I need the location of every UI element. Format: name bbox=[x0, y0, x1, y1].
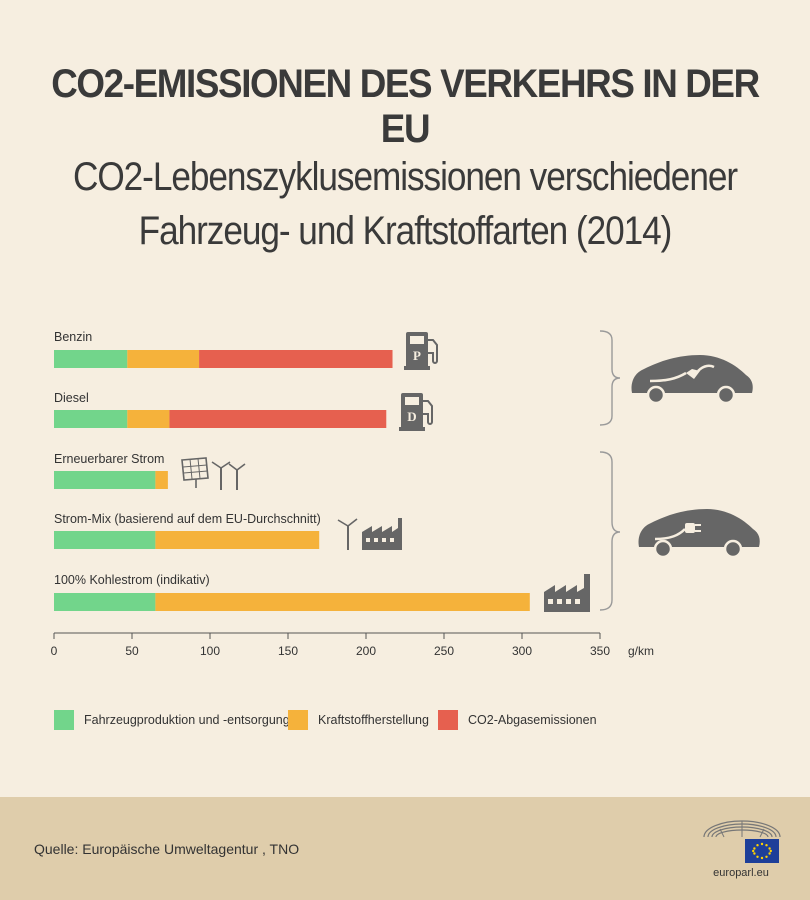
brace-fuel-cars bbox=[599, 330, 621, 426]
x-tick-label: 250 bbox=[434, 644, 454, 658]
petrol-pump-icon: P bbox=[404, 332, 438, 370]
legend-item-production: Fahrzeugproduktion und -entsorgung bbox=[54, 710, 290, 730]
x-tick-label: 350 bbox=[590, 644, 610, 658]
factory-icon bbox=[362, 518, 402, 550]
wind-turbine-icon bbox=[211, 461, 231, 490]
bar-segment-fuel bbox=[155, 471, 168, 489]
wind-turbine-icon bbox=[337, 518, 358, 550]
bar-segment-production bbox=[54, 410, 128, 428]
europarl-logo[interactable]: europarl.eu bbox=[700, 815, 782, 885]
bar-segment-fuel bbox=[155, 531, 320, 549]
legend-label: Fahrzeugproduktion und -entsorgung bbox=[84, 713, 290, 727]
category-label: Erneuerbarer Strom bbox=[54, 452, 164, 466]
legend-swatch bbox=[438, 710, 458, 730]
stacked-bar-chart: Benzin Diesel Erneuerbarer Strom Strom-Mix … bbox=[51, 330, 760, 658]
bar-segment-production bbox=[54, 350, 128, 368]
factory-icon bbox=[544, 574, 590, 612]
bar-segment-fuel bbox=[127, 410, 170, 428]
subtitle-line-2: Fahrzeug- und Kraftstoffarten (2014) bbox=[138, 209, 673, 253]
legend-label: CO2-Abgasemissionen bbox=[468, 713, 597, 727]
legend-item-exhaust: CO2-Abgasemissionen bbox=[438, 710, 597, 730]
pump-label-d: D bbox=[407, 409, 416, 424]
category-label: Diesel bbox=[54, 391, 89, 405]
bar-segment-exhaust bbox=[169, 410, 387, 428]
wind-turbine-icon bbox=[228, 463, 246, 490]
logo-text: europarl.eu bbox=[713, 867, 769, 879]
bar-segment-production bbox=[54, 471, 156, 489]
category-label: Strom-Mix (basierend auf dem EU-Durchsch… bbox=[54, 512, 321, 526]
chart-subtitle: CO2-Lebenszyklusemissionen verschiedener… bbox=[49, 150, 762, 258]
footer: Quelle: Europäische Umweltagentur , TNO … bbox=[0, 797, 810, 900]
chart-legend: Fahrzeugproduktion und -entsorgung Kraft… bbox=[54, 710, 774, 732]
brace-electric-cars bbox=[599, 451, 621, 611]
category-label: Benzin bbox=[54, 330, 92, 344]
subtitle-line-1: CO2-Lebenszyklusemissionen verschiedener bbox=[72, 155, 738, 199]
bar-segment-production bbox=[54, 593, 156, 611]
bar-segment-fuel bbox=[155, 593, 530, 611]
x-tick-label: 300 bbox=[512, 644, 532, 658]
solar-panel-icon bbox=[181, 457, 209, 488]
legend-label: Kraftstoffherstellung bbox=[318, 713, 429, 727]
bar-segment-fuel bbox=[127, 350, 200, 368]
source-text: Quelle: Europäische Umweltagentur , TNO bbox=[34, 841, 300, 857]
legend-swatch bbox=[54, 710, 74, 730]
x-tick-label: 50 bbox=[125, 644, 139, 658]
x-tick-label: 200 bbox=[356, 644, 376, 658]
x-tick-label: 0 bbox=[51, 644, 58, 658]
bar-segment-exhaust bbox=[199, 350, 393, 368]
legend-item-fuel: Kraftstoffherstellung bbox=[288, 710, 429, 730]
bar-segment-production bbox=[54, 531, 156, 549]
parliament-hemicycle-icon bbox=[703, 820, 781, 863]
x-axis-unit: g/km bbox=[628, 644, 654, 658]
pump-label-p: P bbox=[413, 348, 421, 363]
diesel-pump-icon: D bbox=[399, 393, 433, 431]
category-label: 100% Kohlestrom (indikativ) bbox=[54, 573, 210, 587]
x-tick-label: 100 bbox=[200, 644, 220, 658]
x-tick-label: 150 bbox=[278, 644, 298, 658]
fuel-car-icon bbox=[631, 355, 753, 405]
electric-car-icon bbox=[638, 509, 760, 559]
chart-title: CO2-EMISSIONEN DES VERKEHRS IN DER EU bbox=[51, 62, 760, 151]
legend-swatch bbox=[288, 710, 308, 730]
